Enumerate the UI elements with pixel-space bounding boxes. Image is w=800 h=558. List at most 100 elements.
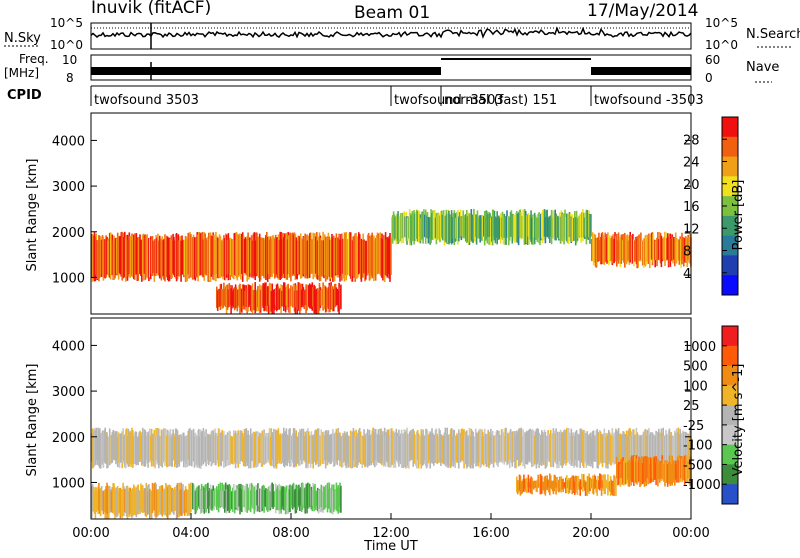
velocity-cell	[624, 458, 626, 484]
power-cell	[337, 290, 339, 312]
power-cell	[687, 234, 689, 261]
velocity-cell	[471, 430, 473, 469]
velocity-cell	[204, 436, 206, 463]
velocity-cell	[510, 431, 513, 463]
power-cell	[133, 234, 135, 280]
velocity-cell	[311, 435, 314, 464]
velocity-cell	[457, 435, 459, 463]
power-cell	[578, 215, 581, 238]
velocity-cell	[533, 480, 535, 490]
velocity-cell	[591, 436, 593, 465]
velocity-cell	[495, 431, 498, 463]
power-cell	[151, 236, 154, 276]
velocity-cell	[561, 431, 564, 468]
velocity-cell	[479, 428, 481, 468]
power-cell	[320, 237, 323, 281]
velocity-cell	[649, 434, 651, 464]
power-cell	[228, 239, 231, 274]
velocity-cell	[532, 429, 534, 466]
power-cell	[110, 233, 113, 275]
velocity-cell	[671, 455, 673, 486]
power-cell	[411, 211, 414, 242]
power-cell	[549, 216, 551, 243]
velocity-cell	[493, 435, 496, 463]
power-cell	[142, 233, 145, 281]
velocity-cell	[231, 491, 233, 510]
power-cell	[146, 234, 148, 279]
power-cell	[639, 238, 641, 262]
velocity-cell	[651, 456, 654, 479]
power-cell	[302, 236, 305, 277]
power-cell	[452, 213, 455, 239]
velocity-cell	[553, 474, 556, 492]
velocity-cell	[248, 434, 250, 469]
power-cell	[252, 289, 255, 311]
power-cell	[545, 210, 548, 237]
power-cell	[305, 240, 307, 277]
velocity-cell	[133, 436, 135, 465]
velocity-cell	[173, 488, 175, 515]
velocity-cell	[218, 429, 221, 460]
velocity-cell	[545, 436, 548, 468]
velocity-cell	[428, 433, 431, 461]
power-cell	[328, 282, 331, 313]
velocity-cell	[199, 488, 201, 510]
velocity-cell	[511, 431, 514, 467]
velocity-cell	[315, 429, 317, 466]
power-cell	[219, 236, 222, 279]
power-cell	[510, 210, 513, 237]
velocity-cell	[214, 488, 216, 506]
velocity-cell	[320, 484, 323, 508]
power-cell	[569, 213, 572, 241]
velocity-cell	[669, 435, 672, 460]
velocity-cell	[591, 478, 593, 489]
power-cell	[332, 286, 334, 312]
power-cell	[514, 214, 516, 243]
power-cell	[376, 232, 379, 275]
velocity-cell	[99, 488, 102, 517]
velocity-cell	[295, 430, 298, 467]
velocity-cell	[560, 433, 563, 467]
power-cell	[458, 216, 460, 242]
power-cell	[594, 234, 597, 267]
power-cell	[313, 233, 315, 274]
velocity-cell	[537, 428, 539, 462]
velocity-cell	[543, 476, 546, 494]
power-cell	[160, 240, 163, 281]
power-cell	[430, 209, 432, 244]
velocity-cell	[132, 430, 134, 468]
power-cell	[531, 217, 533, 245]
velocity-cell	[620, 459, 623, 478]
power-cell	[548, 216, 550, 239]
power-cell	[332, 237, 334, 282]
nsearch-tick-top: 10^5	[705, 16, 738, 30]
power-cell	[621, 234, 623, 261]
power-cell	[364, 240, 366, 282]
power-cell	[440, 210, 442, 239]
power-cell	[354, 233, 356, 282]
power-cell	[315, 289, 317, 313]
velocity-cell	[350, 432, 353, 469]
velocity-cell	[649, 457, 652, 483]
velocity-y-axis-label: Slant Range [km]	[25, 364, 40, 477]
velocity-cell	[420, 429, 423, 469]
power-cell	[291, 238, 293, 274]
velocity-cell	[524, 478, 526, 489]
velocity-cell	[599, 430, 601, 464]
power-cell	[130, 240, 132, 275]
power-colorbar-tick-label: 8	[683, 245, 691, 260]
velocity-cell	[319, 436, 322, 466]
velocity-cell	[291, 435, 293, 460]
velocity-cell	[266, 436, 269, 463]
velocity-cell	[125, 486, 128, 517]
power-cell	[215, 232, 217, 282]
velocity-cell	[116, 486, 119, 516]
power-cell	[391, 215, 394, 244]
power-cell	[135, 233, 138, 275]
power-cell	[158, 240, 160, 276]
velocity-cell	[484, 434, 487, 464]
power-cell	[616, 233, 618, 267]
power-cell	[557, 215, 559, 239]
